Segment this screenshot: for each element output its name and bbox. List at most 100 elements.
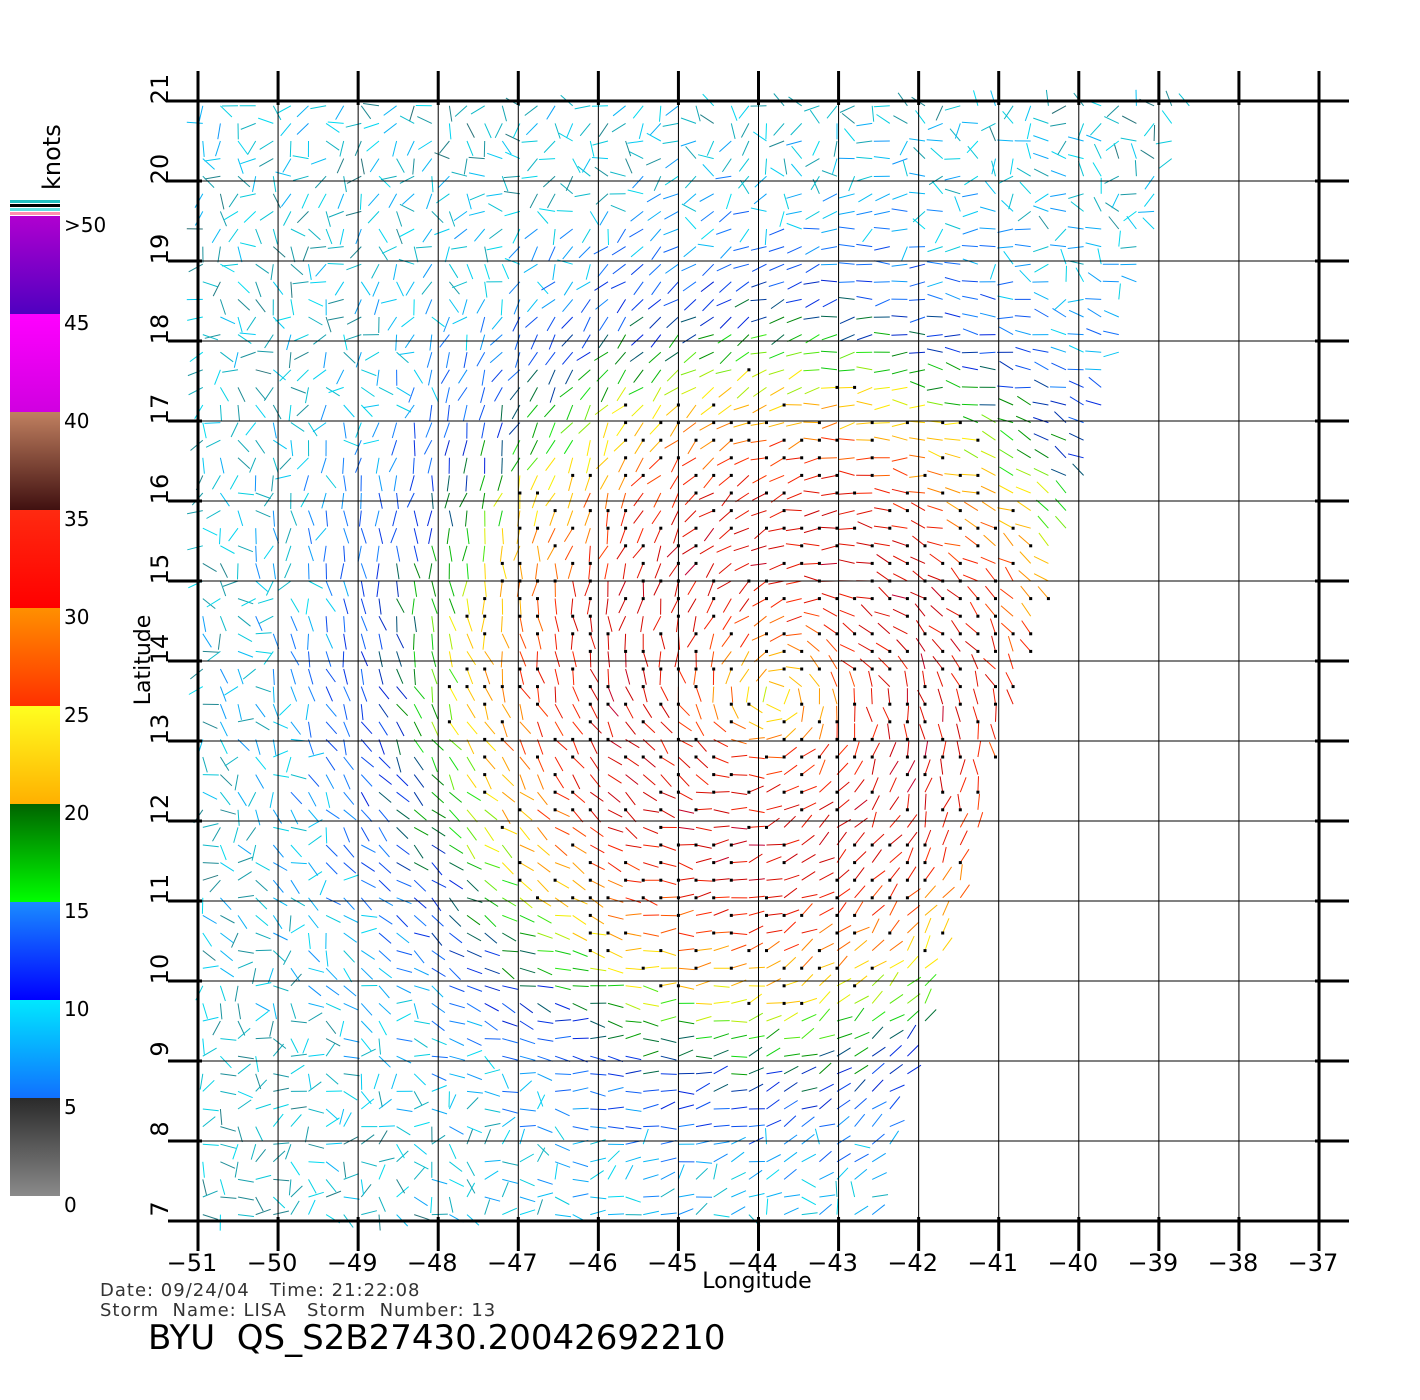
wind-vector bbox=[818, 723, 824, 740]
wind-vector bbox=[413, 1091, 423, 1106]
wind-vector bbox=[945, 362, 961, 371]
wind-vector bbox=[392, 510, 398, 527]
wind-vector bbox=[363, 404, 380, 409]
wind-vector bbox=[237, 598, 254, 605]
wind-vector bbox=[484, 1069, 501, 1075]
wind-vector bbox=[731, 1089, 748, 1092]
wind-vector bbox=[554, 791, 570, 801]
wind-vector bbox=[478, 404, 486, 421]
wind-vector bbox=[801, 802, 817, 811]
wind-vector bbox=[219, 739, 228, 755]
wind-vector bbox=[396, 1108, 413, 1112]
wind-vector bbox=[977, 812, 984, 828]
wind-vector bbox=[716, 263, 732, 272]
wind-vector bbox=[308, 835, 322, 846]
wind-vector bbox=[308, 228, 321, 241]
wind-vector bbox=[448, 510, 454, 527]
wind-vector bbox=[783, 804, 800, 811]
wind-vector bbox=[237, 158, 244, 174]
wind-vector bbox=[927, 293, 943, 300]
wind-vector bbox=[616, 299, 627, 314]
wind-vector bbox=[935, 105, 944, 121]
wind-vector bbox=[660, 1171, 676, 1180]
wind-vector bbox=[378, 879, 391, 892]
wind-vector bbox=[466, 739, 475, 755]
wind-vector bbox=[801, 1196, 817, 1206]
wind-vector bbox=[753, 580, 767, 592]
wind-vector bbox=[942, 937, 953, 951]
wind-vector bbox=[255, 1103, 272, 1110]
wind-vector bbox=[709, 633, 715, 650]
wind-vector bbox=[343, 510, 349, 527]
wind-vector bbox=[205, 439, 221, 448]
wind-vector bbox=[343, 633, 347, 650]
rain-flag-dot bbox=[853, 491, 857, 495]
wind-vector bbox=[643, 966, 660, 969]
wind-vector bbox=[997, 316, 1014, 320]
wind-vector bbox=[838, 510, 855, 515]
wind-vector bbox=[607, 774, 622, 784]
wind-vector bbox=[501, 686, 506, 703]
wind-vector bbox=[685, 146, 697, 159]
rain-flag-dot bbox=[712, 421, 716, 425]
wind-vector bbox=[360, 281, 371, 296]
wind-vector bbox=[396, 862, 411, 872]
wind-vector bbox=[713, 896, 730, 899]
wind-vector bbox=[290, 924, 305, 934]
wind-vector bbox=[325, 316, 332, 333]
wind-vector bbox=[391, 422, 398, 439]
wind-vector bbox=[501, 440, 503, 457]
wind-vector bbox=[239, 242, 256, 248]
wind-vector bbox=[1093, 196, 1102, 212]
wind-vector bbox=[660, 791, 676, 799]
x-tick-label: −48 bbox=[407, 1249, 458, 1277]
y-tick-label: 11 bbox=[146, 874, 174, 905]
wind-vector bbox=[730, 703, 739, 719]
wind-vector bbox=[961, 473, 978, 476]
wind-vector bbox=[310, 281, 327, 284]
rain-flag-dot bbox=[782, 509, 786, 513]
wind-vector bbox=[237, 871, 252, 881]
wind-vector bbox=[413, 862, 429, 871]
colorbar-band bbox=[10, 706, 60, 804]
wind-vector bbox=[731, 738, 747, 745]
wind-vector bbox=[698, 492, 714, 500]
wind-vector bbox=[1140, 149, 1155, 160]
wind-vector bbox=[664, 351, 679, 362]
wind-vector bbox=[188, 263, 204, 273]
wind-vector bbox=[622, 563, 627, 580]
wind-vector bbox=[768, 580, 785, 585]
wind-vector bbox=[537, 774, 544, 790]
wind-vector bbox=[738, 158, 750, 172]
wind-vector bbox=[378, 739, 385, 755]
wind-vector bbox=[360, 404, 373, 417]
wind-vector bbox=[1067, 333, 1084, 336]
wind-vector bbox=[343, 351, 356, 364]
wind-vector bbox=[871, 1113, 883, 1127]
wind-vector bbox=[1068, 416, 1084, 424]
wind-vector bbox=[924, 988, 932, 1004]
wind-vector bbox=[414, 1214, 430, 1221]
wind-vector bbox=[678, 826, 695, 830]
wind-vector bbox=[242, 668, 257, 680]
wind-vector bbox=[828, 655, 838, 670]
wind-vector bbox=[674, 651, 679, 668]
wind-vector bbox=[414, 932, 430, 938]
wind-vector bbox=[396, 703, 409, 717]
wind-vector bbox=[719, 527, 732, 540]
rain-flag-dot bbox=[641, 649, 645, 653]
rain-flag-dot bbox=[588, 808, 592, 812]
wind-vector bbox=[537, 844, 550, 856]
wind-vector bbox=[466, 123, 475, 138]
wind-vector bbox=[643, 1070, 660, 1075]
rain-flag-dot bbox=[641, 561, 645, 565]
wind-vector bbox=[255, 932, 271, 940]
wind-vector bbox=[572, 791, 586, 803]
wind-vector bbox=[612, 105, 626, 117]
wind-vector bbox=[292, 175, 309, 181]
rain-flag-dot bbox=[782, 403, 786, 407]
wind-vector bbox=[1033, 433, 1049, 441]
wind-vector bbox=[909, 298, 926, 301]
wind-vector bbox=[838, 244, 855, 248]
rain-flag-dot bbox=[941, 808, 945, 812]
